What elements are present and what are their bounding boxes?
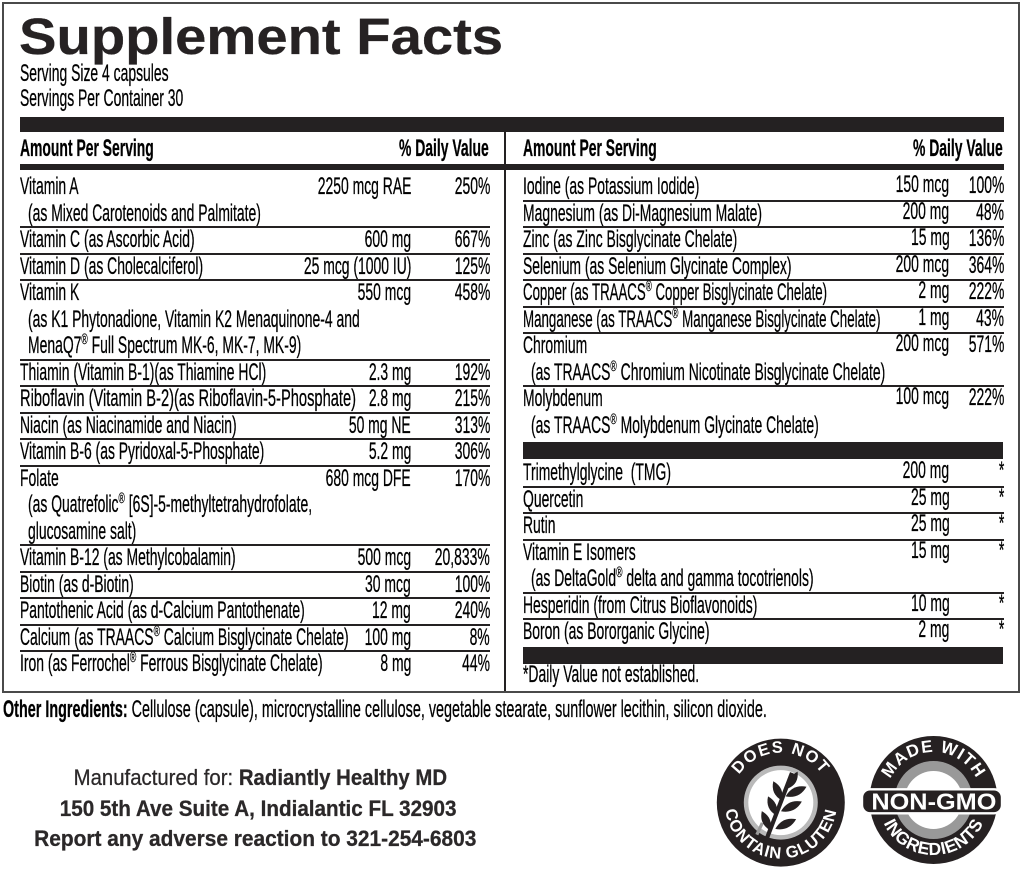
svg-text:NON-GMO: NON-GMO xyxy=(871,788,996,814)
